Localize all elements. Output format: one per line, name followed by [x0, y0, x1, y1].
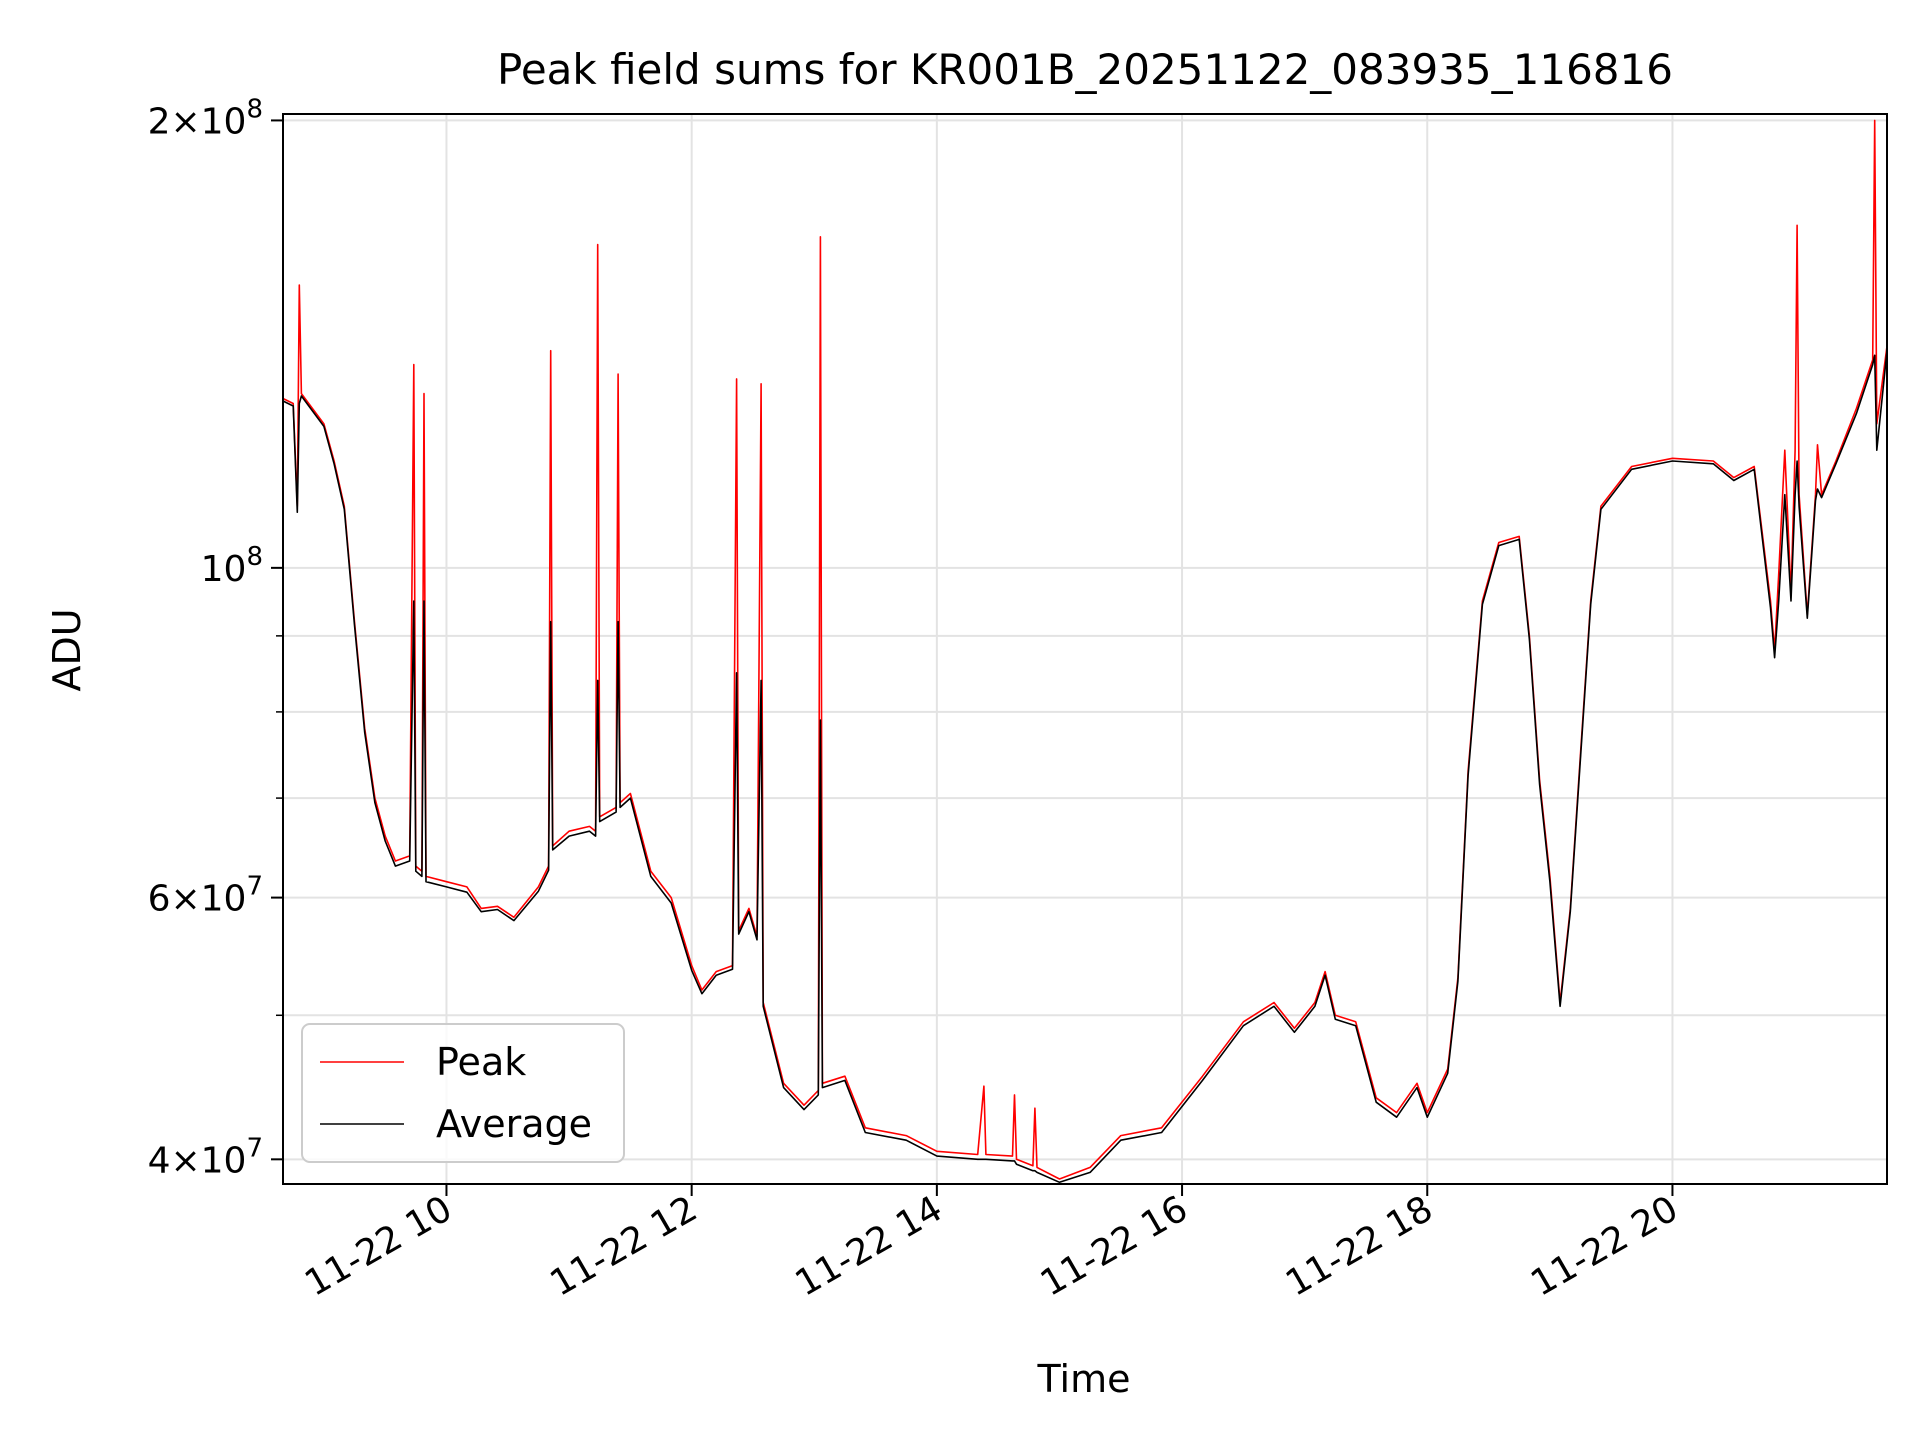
y-axis-label: ADU — [45, 608, 89, 691]
y-tick-label: 6×107 — [148, 872, 263, 920]
y-tick-label: 2×108 — [148, 94, 263, 142]
chart-title: Peak field sums for KR001B_20251122_0839… — [497, 45, 1673, 94]
legend-label-peak: Peak — [436, 1040, 526, 1084]
plot-series — [282, 119, 1888, 1184]
series-line-peak — [282, 119, 1888, 1180]
y-tick-label: 108 — [201, 542, 263, 590]
legend: Peak Average — [301, 1023, 625, 1163]
plot-frame — [282, 113, 1888, 1185]
legend-box — [301, 1023, 625, 1163]
y-tick-label: 4×107 — [148, 1133, 263, 1181]
legend-label-average: Average — [436, 1102, 592, 1146]
x-axis-label: Time — [1037, 1357, 1131, 1401]
series-line-average — [282, 350, 1888, 1184]
